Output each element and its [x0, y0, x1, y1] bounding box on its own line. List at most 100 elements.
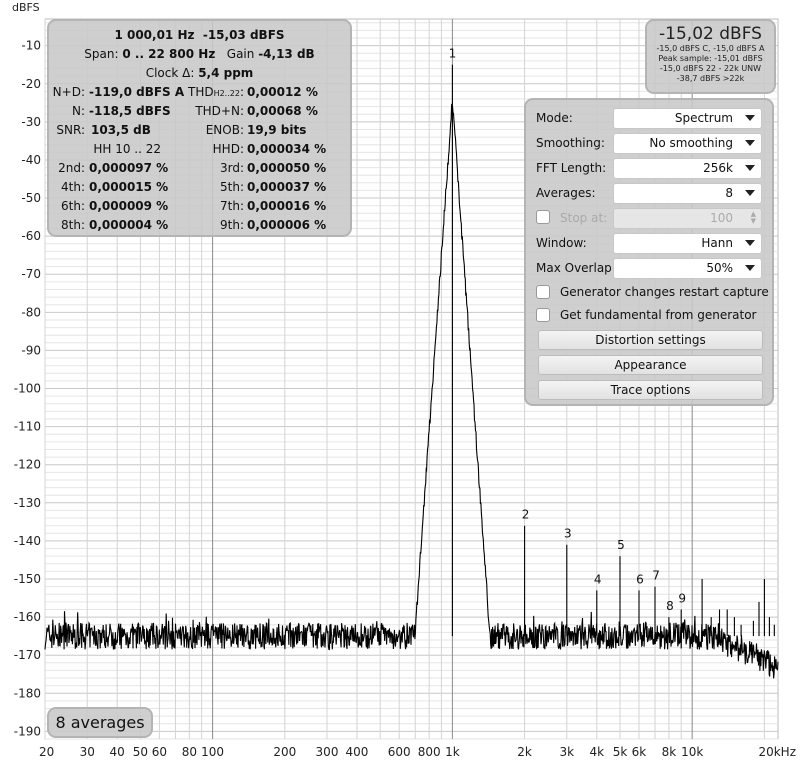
snr-value: 103,5 dB [91, 123, 151, 137]
x-tick-label: 10k [681, 745, 703, 759]
h2-label: 2nd: [58, 161, 85, 175]
hhd-value: 0,000034 % [247, 142, 327, 156]
n-label: N: [71, 104, 85, 118]
distortion-settings-button[interactable]: Distortion settings [538, 330, 763, 350]
harmonic-label: 2 [522, 508, 530, 522]
y-tick-label: -150 [14, 572, 41, 586]
span-row: Span: 0 .. 22 800 Hz Gain -4,13 dB [49, 47, 350, 61]
level-line-4: -38,7 dBFS >22k [676, 74, 745, 83]
x-tick-label: 100 [201, 745, 224, 759]
stop-at-label: Stop at: [560, 211, 608, 225]
y-tick-label: -10 [21, 39, 41, 53]
h6-label: 6th: [61, 199, 85, 213]
thd-value: 0,00012 % [247, 85, 318, 99]
h5-label: 5th: [220, 180, 244, 194]
enob-label: ENOB: [205, 123, 244, 137]
clock-row: Clock Δ: 5,4 ppm [49, 66, 350, 80]
y-tick-label: -50 [21, 191, 41, 205]
stop-at-spinbox[interactable]: 100 ▲ ▼ [613, 208, 762, 229]
y-tick-label: -100 [14, 382, 41, 396]
nd-value: -119,0 dBFS A [89, 85, 185, 99]
harmonic-label: 7 [652, 569, 660, 583]
enob-value: 19,9 bits [247, 123, 307, 137]
mode-select[interactable]: Spectrum [613, 108, 762, 129]
y-tick-label: -160 [14, 610, 41, 624]
h3-label: 3rd: [219, 161, 244, 175]
trace-options-button[interactable]: Trace options [538, 380, 763, 400]
y-tick-label: -30 [21, 115, 41, 129]
x-axis-ticks: 20 30 40 50 60 80 100 200 300 400 600 800 1k 2k 3k 4k 5k… [39, 745, 796, 759]
y-tick-label: -90 [21, 343, 41, 357]
y-tick-label: -140 [14, 534, 41, 548]
x-tick-label: 300 [316, 745, 339, 759]
x-tick-label: 6k [632, 745, 647, 759]
x-tick-label: 50 [133, 745, 148, 759]
hhd-label: HHD: [212, 142, 244, 156]
x-tick-label: 20kHz [758, 745, 796, 759]
harmonic-label: 8 [666, 599, 674, 613]
y-tick-label: -70 [21, 267, 41, 281]
overlap-label: Max Overlap: [536, 261, 616, 275]
h4-label: 4th: [61, 180, 85, 194]
x-tick-label: 30 [80, 745, 95, 759]
snr-label: SNR: [56, 123, 85, 137]
appearance-button[interactable]: Appearance [538, 355, 763, 375]
averages-value: 8 [725, 186, 733, 200]
stop-at-checkbox[interactable] [536, 210, 550, 224]
y-tick-label: -40 [21, 153, 41, 167]
fundamental-level: -15,03 dBFS [202, 28, 285, 42]
harmonic-label: 9 [678, 591, 686, 605]
window-select[interactable]: Hann [613, 233, 762, 254]
settings-panel: Mode: Spectrum Smoothing: No smoothing F… [524, 98, 774, 406]
h9-label: 9th: [220, 218, 244, 232]
thdn-value: 0,00068 % [247, 104, 318, 118]
clock-label: Clock Δ: [145, 66, 195, 80]
level-line-1: -15,0 dBFS C, -15,0 dBFS A [656, 44, 765, 53]
averages-badge: 8 averages [47, 707, 153, 738]
chevron-down-icon [745, 265, 755, 271]
hh-range-label: HH 10 .. 22 [93, 142, 161, 156]
spectrum-trace [44, 64, 779, 679]
h4-value: 0,000015 % [89, 180, 169, 194]
mode-value: Spectrum [674, 111, 733, 125]
x-tick-label: 2k [517, 745, 532, 759]
h7-value: 0,000016 % [247, 199, 327, 213]
level-line-3: -15,0 dBFS 22 - 22k UNW [659, 64, 762, 73]
mode-label: Mode: [536, 111, 573, 125]
fundamental-freq: 1 000,01 Hz [114, 28, 195, 42]
smoothing-select[interactable]: No smoothing [613, 133, 762, 154]
averages-label: Averages: [536, 186, 596, 200]
averages-select[interactable]: 8 [613, 183, 762, 204]
harmonic-label: 1 [449, 47, 457, 61]
h7-label: 7th: [220, 199, 244, 213]
fundamental-from-generator-label: Get fundamental from generator [560, 308, 757, 322]
overlap-select[interactable]: 50% [613, 258, 762, 279]
smoothing-value: No smoothing [649, 136, 733, 150]
x-tick-label: 1k [445, 745, 460, 759]
span-label: Span: [84, 47, 119, 61]
generator-restart-label: Generator changes restart capture [560, 285, 769, 299]
x-tick-label: 8k [662, 745, 677, 759]
x-tick-label: 200 [273, 745, 296, 759]
y-tick-label: -120 [14, 458, 41, 472]
y-axis-ticks: -10 -20 -30 -40 -50 -60 -70 -80 -90 -100 -110 -120 -… [14, 39, 41, 739]
generator-restart-checkbox[interactable] [536, 285, 550, 299]
y-tick-label: -110 [14, 420, 41, 434]
span-value: 0 .. 22 800 Hz [122, 47, 216, 61]
smoothing-label: Smoothing: [536, 136, 605, 150]
h5-value: 0,000037 % [247, 180, 327, 194]
fundamental-from-generator-checkbox[interactable] [536, 308, 550, 322]
harmonic-label: 3 [564, 527, 572, 541]
x-tick-label: 400 [346, 745, 369, 759]
fft-length-select[interactable]: 256k [613, 158, 762, 179]
harmonic-label: 5 [617, 538, 625, 552]
h8-label: 8th: [61, 218, 85, 232]
chevron-down-icon [745, 140, 755, 146]
h2-value: 0,000097 % [89, 161, 169, 175]
chevron-down-icon [745, 240, 755, 246]
stop-at-value: 100 [710, 211, 733, 225]
x-tick-label: 600 [388, 745, 411, 759]
y-tick-label: -170 [14, 648, 41, 662]
fft-length-value: 256k [703, 161, 733, 175]
